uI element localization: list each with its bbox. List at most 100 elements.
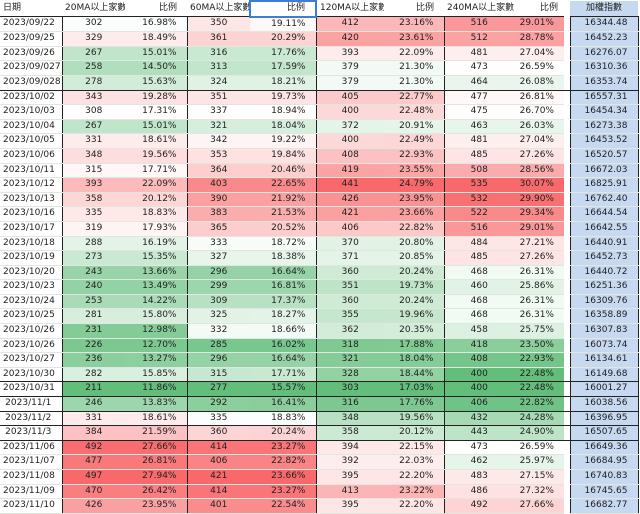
cell-ratio-240ma[interactable]: 30.07% <box>514 177 564 193</box>
cell-count-120ma[interactable]: 405 <box>315 90 384 106</box>
cell-date[interactable]: 2023/11/06 <box>0 440 63 456</box>
header-weighted-index[interactable]: 加權指數 <box>570 1 638 18</box>
cell-ratio-20ma[interactable]: 21.59% <box>125 425 187 441</box>
cell-count-20ma[interactable]: 267 <box>62 119 125 135</box>
cell-ratio-60ma[interactable]: 17.71% <box>250 367 316 383</box>
cell-count-20ma[interactable]: 288 <box>62 236 125 252</box>
cell-count-120ma[interactable]: 394 <box>315 440 384 456</box>
cell-ratio-120ma[interactable]: 22.20% <box>384 498 444 514</box>
cell-date[interactable]: 2023/09/25 <box>0 31 63 47</box>
cell-count-240ma[interactable]: 485 <box>443 250 514 266</box>
cell-count-60ma[interactable]: 315 <box>186 367 250 383</box>
cell-ratio-20ma[interactable]: 22.09% <box>125 177 187 193</box>
cell-weighted-index[interactable]: 16309.76 <box>569 294 639 310</box>
cell-weighted-index[interactable]: 16358.89 <box>569 308 639 325</box>
cell-count-60ma[interactable]: 337 <box>186 104 250 120</box>
cell-ratio-60ma[interactable]: 16.81% <box>250 279 316 295</box>
cell-ratio-120ma[interactable]: 22.49% <box>384 133 444 149</box>
cell-ratio-240ma[interactable]: 28.78% <box>514 31 564 47</box>
cell-ratio-240ma[interactable]: 29.90% <box>514 192 564 208</box>
cell-ratio-20ma[interactable]: 12.70% <box>125 338 187 354</box>
cell-ratio-120ma[interactable]: 23.16% <box>384 16 444 33</box>
cell-ratio-20ma[interactable]: 17.31% <box>125 104 187 120</box>
header-ratio-60ma[interactable]: 比例 <box>249 0 317 18</box>
cell-ratio-120ma[interactable]: 23.22% <box>384 484 444 500</box>
cell-count-60ma[interactable]: 332 <box>186 323 250 339</box>
cell-count-240ma[interactable]: 464 <box>443 75 514 91</box>
cell-weighted-index[interactable]: 16762.40 <box>569 192 639 208</box>
cell-ratio-60ma[interactable]: 18.66% <box>250 323 316 339</box>
cell-count-120ma[interactable]: 395 <box>315 469 384 485</box>
cell-ratio-60ma[interactable]: 23.27% <box>250 440 316 456</box>
cell-count-20ma[interactable]: 281 <box>62 308 125 325</box>
cell-ratio-60ma[interactable]: 16.02% <box>250 338 316 354</box>
cell-ratio-60ma[interactable]: 17.37% <box>250 294 316 310</box>
cell-count-60ma[interactable]: 390 <box>186 192 250 208</box>
cell-weighted-index[interactable]: 16273.38 <box>569 119 639 135</box>
cell-weighted-index[interactable]: 16642.55 <box>569 221 639 237</box>
cell-date[interactable]: 2023/11/3 <box>0 425 63 441</box>
cell-ratio-120ma[interactable]: 22.15% <box>384 440 444 456</box>
cell-count-20ma[interactable]: 426 <box>62 498 125 514</box>
cell-ratio-20ma[interactable]: 13.83% <box>125 396 187 412</box>
cell-date[interactable]: 2023/10/03 <box>0 104 63 120</box>
cell-ratio-60ma[interactable]: 16.64% <box>250 265 316 281</box>
cell-ratio-240ma[interactable]: 26.03% <box>514 119 564 135</box>
cell-ratio-240ma[interactable]: 27.04% <box>514 46 564 62</box>
cell-count-120ma[interactable]: 395 <box>315 498 384 514</box>
cell-weighted-index[interactable]: 16520.57 <box>569 148 639 164</box>
cell-ratio-20ma[interactable]: 15.63% <box>125 75 187 91</box>
cell-ratio-240ma[interactable]: 22.93% <box>514 352 564 368</box>
cell-ratio-240ma[interactable]: 24.28% <box>514 411 564 427</box>
cell-ratio-120ma[interactable]: 19.73% <box>384 279 444 295</box>
cell-count-20ma[interactable]: 343 <box>62 90 125 106</box>
cell-count-240ma[interactable]: 475 <box>443 104 514 120</box>
cell-ratio-240ma[interactable]: 22.82% <box>514 396 564 412</box>
cell-ratio-20ma[interactable]: 17.93% <box>125 221 187 237</box>
cell-ratio-120ma[interactable]: 17.76% <box>384 396 444 412</box>
cell-count-240ma[interactable]: 484 <box>443 236 514 252</box>
cell-ratio-60ma[interactable]: 23.27% <box>250 484 316 500</box>
cell-count-20ma[interactable]: 243 <box>62 265 125 281</box>
cell-ratio-120ma[interactable]: 20.35% <box>384 323 444 339</box>
cell-count-20ma[interactable]: 319 <box>62 221 125 237</box>
cell-count-120ma[interactable]: 406 <box>315 221 384 237</box>
cell-weighted-index[interactable]: 16276.07 <box>569 46 639 62</box>
cell-count-120ma[interactable]: 441 <box>315 177 384 193</box>
cell-ratio-240ma[interactable]: 26.31% <box>514 265 564 281</box>
cell-count-20ma[interactable]: 331 <box>62 133 125 149</box>
cell-ratio-20ma[interactable]: 15.01% <box>125 119 187 135</box>
cell-count-20ma[interactable]: 393 <box>62 177 125 193</box>
cell-count-120ma[interactable]: 426 <box>315 192 384 208</box>
cell-count-20ma[interactable]: 236 <box>62 352 125 368</box>
cell-count-20ma[interactable]: 267 <box>62 46 125 62</box>
cell-count-240ma[interactable]: 512 <box>443 31 514 47</box>
cell-weighted-index[interactable]: 16644.54 <box>569 206 639 222</box>
cell-ratio-20ma[interactable]: 15.80% <box>125 308 187 325</box>
cell-weighted-index[interactable]: 16557.31 <box>569 90 639 106</box>
cell-count-240ma[interactable]: 468 <box>443 294 514 310</box>
cell-ratio-120ma[interactable]: 20.80% <box>384 236 444 252</box>
cell-date[interactable]: 2023/11/09 <box>0 484 63 500</box>
cell-weighted-index[interactable]: 16251.36 <box>569 279 639 295</box>
cell-ratio-120ma[interactable]: 19.56% <box>384 411 444 427</box>
cell-count-240ma[interactable]: 400 <box>443 381 514 398</box>
cell-ratio-20ma[interactable]: 15.35% <box>125 250 187 266</box>
cell-date[interactable]: 2023/09/028 <box>0 75 63 91</box>
cell-count-60ma[interactable]: 277 <box>186 381 250 398</box>
cell-ratio-120ma[interactable]: 20.12% <box>384 425 444 441</box>
cell-weighted-index[interactable]: 16307.83 <box>569 323 639 339</box>
cell-count-60ma[interactable]: 285 <box>186 338 250 354</box>
cell-date[interactable]: 2023/10/19 <box>0 250 63 266</box>
cell-count-20ma[interactable]: 273 <box>62 250 125 266</box>
cell-ratio-120ma[interactable]: 18.04% <box>384 352 444 368</box>
cell-ratio-60ma[interactable]: 18.27% <box>250 308 316 325</box>
cell-ratio-240ma[interactable]: 27.21% <box>514 236 564 252</box>
cell-count-240ma[interactable]: 468 <box>443 265 514 281</box>
header-count-120ma[interactable]: 120MA以上家數 <box>316 1 384 18</box>
cell-count-60ma[interactable]: 350 <box>186 16 250 33</box>
cell-count-20ma[interactable]: 335 <box>62 206 125 222</box>
cell-ratio-120ma[interactable]: 20.24% <box>384 294 444 310</box>
cell-ratio-240ma[interactable]: 25.97% <box>514 454 564 470</box>
cell-ratio-20ma[interactable]: 14.50% <box>125 60 187 76</box>
